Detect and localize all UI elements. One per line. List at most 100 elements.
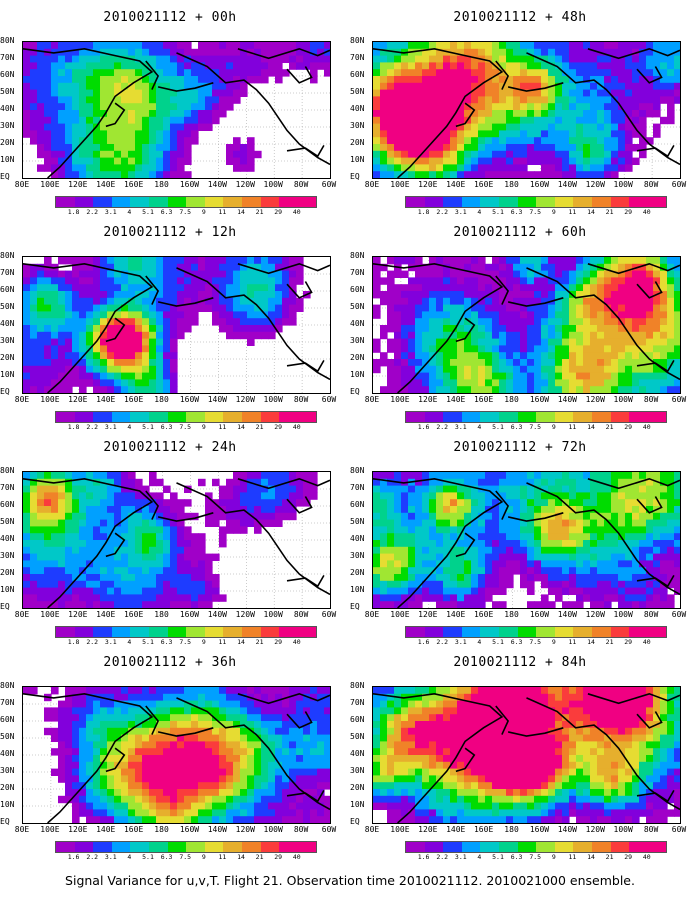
- longitude-label: 80E: [364, 395, 380, 404]
- colorbar-label: 3.1: [104, 423, 117, 431]
- longitude-label: 120E: [418, 610, 438, 619]
- latitude-label: 40N: [0, 104, 15, 113]
- colorbar-swatch: [279, 627, 298, 637]
- longitude-label: 160W: [529, 180, 550, 189]
- colorbar-label: 4: [477, 853, 482, 861]
- colorbar-swatch: [498, 412, 518, 422]
- latitude-label: 80N: [350, 681, 365, 690]
- colorbar-swatch: [517, 412, 537, 422]
- colorbar-swatch: [554, 412, 574, 422]
- longitude-label: 80E: [364, 825, 380, 834]
- longitude-label: 160W: [179, 395, 200, 404]
- colorbar-swatch: [279, 197, 298, 207]
- colorbar-swatch: [74, 412, 94, 422]
- colorbar-swatch: [148, 842, 168, 852]
- latitude-label: 10N: [0, 370, 15, 379]
- colorbar-swatch: [647, 412, 667, 422]
- latitude-label: 10N: [350, 155, 365, 164]
- latitude-label: 60N: [0, 70, 15, 79]
- colorbar-swatch: [279, 842, 298, 852]
- latitude-label: EQ: [0, 817, 10, 826]
- latitude-label: 70N: [0, 268, 15, 277]
- longitude-label: 100E: [40, 180, 60, 189]
- latitude-label: 50N: [0, 517, 15, 526]
- colorbar-swatch: [223, 627, 242, 637]
- longitude-label: 160W: [179, 610, 200, 619]
- colorbar-swatch: [167, 627, 187, 637]
- longitude-label: 80E: [14, 825, 30, 834]
- colorbar-label: 7.5: [529, 208, 542, 216]
- longitude-label: 140W: [557, 395, 577, 404]
- variance-field: [23, 42, 330, 178]
- colorbar-swatch: [647, 627, 667, 637]
- latitude-label: 50N: [0, 302, 15, 311]
- latitude-label: 20N: [350, 353, 365, 362]
- forecast-panel: 2010021112 + 60h 80N 70N 60N 50N 40N 30N 20N 10N…: [350, 215, 690, 435]
- latitude-label: EQ: [350, 172, 360, 181]
- longitude-label: 160E: [123, 825, 144, 834]
- latitude-label: EQ: [0, 172, 10, 181]
- longitude-label: 160E: [123, 395, 144, 404]
- colorbar-swatch: [167, 197, 187, 207]
- longitude-label: 160E: [473, 825, 494, 834]
- colorbar-swatch: [279, 412, 298, 422]
- colorbar-label: 14: [237, 853, 245, 861]
- panel-title: 2010021112 + 60h: [453, 225, 587, 240]
- colorbar-label: 2.2: [436, 853, 449, 861]
- longitude-label: 120W: [585, 395, 605, 404]
- colorbar-swatch: [186, 627, 205, 637]
- longitude-label: 100W: [263, 395, 283, 404]
- colorbar-swatch: [591, 412, 611, 422]
- longitude-label: 160E: [473, 395, 494, 404]
- latitude-label: 10N: [350, 800, 365, 809]
- latitude-label: 10N: [0, 155, 15, 164]
- colorbar-swatch: [241, 197, 261, 207]
- longitude-label: 140W: [207, 395, 227, 404]
- colorbar-swatch: [297, 627, 317, 637]
- colorbar-label: 5.1: [142, 638, 154, 646]
- colorbar-swatch: [629, 412, 648, 422]
- colorbar-swatch: [554, 842, 574, 852]
- colorbar-label: 11: [568, 423, 577, 431]
- latitude-label: 10N: [350, 370, 365, 379]
- colorbar-swatch: [56, 627, 75, 637]
- longitude-label: 180: [154, 180, 169, 189]
- colorbar-label: 4: [477, 638, 482, 646]
- colorbar-label: 6.3: [160, 853, 173, 861]
- colorbar-swatch: [186, 842, 205, 852]
- longitude-label: 140W: [207, 180, 227, 189]
- colorbar-label: 40: [642, 423, 651, 431]
- colorbar-label: 1.8: [417, 208, 430, 216]
- longitude-label: 140E: [96, 180, 116, 189]
- colorbar-swatch: [573, 412, 592, 422]
- colorbar-label: 9: [551, 638, 556, 646]
- latitude-label: 60N: [350, 715, 365, 724]
- latitude-label: 30N: [350, 766, 365, 775]
- colorbar-swatch: [647, 842, 667, 852]
- latitude-label: 50N: [0, 732, 15, 741]
- colorbar-label: 1.8: [67, 208, 80, 216]
- colorbar-swatch: [167, 412, 187, 422]
- colorbar-label: 14: [587, 208, 595, 216]
- colorbar-swatch: [424, 842, 444, 852]
- latitude-label: 30N: [0, 551, 15, 560]
- colorbar-label: 5.1: [492, 423, 504, 431]
- colorbar-label: 7.5: [529, 853, 542, 861]
- colorbar: [55, 841, 318, 853]
- colorbar-label: 14: [237, 638, 245, 646]
- latitude-label: 60N: [350, 285, 365, 294]
- latitude-label: 50N: [350, 732, 365, 741]
- colorbar: [55, 626, 318, 638]
- colorbar-label: 3.1: [104, 853, 117, 861]
- colorbar-swatch: [167, 842, 187, 852]
- variance-map: [22, 256, 331, 394]
- colorbar-swatch: [480, 627, 499, 637]
- latitude-label: 20N: [350, 783, 365, 792]
- colorbar-label: 29: [624, 423, 633, 431]
- colorbar-label: 40: [642, 638, 651, 646]
- colorbar-swatch: [610, 627, 630, 637]
- longitude-label: 120E: [418, 395, 438, 404]
- colorbar-swatch: [554, 197, 574, 207]
- latitude-label: 80N: [0, 681, 15, 690]
- variance-map: [372, 686, 681, 824]
